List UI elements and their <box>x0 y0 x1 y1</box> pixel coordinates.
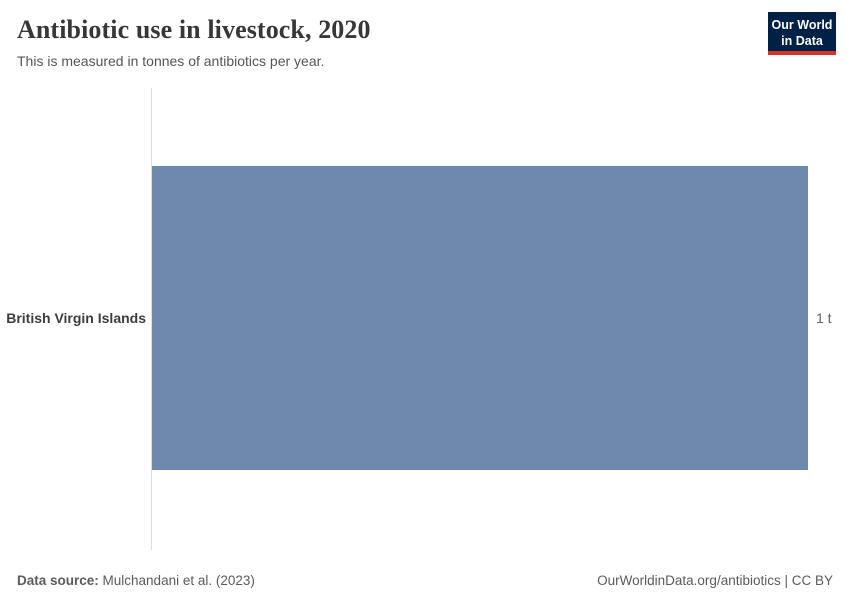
data-source-note: Data source: Mulchandani et al. (2023) <box>17 573 255 588</box>
bar-value-label: 1 t <box>816 310 832 326</box>
owid-cc-link[interactable]: OurWorldinData.org/antibiotics | CC BY <box>597 573 833 588</box>
bar[interactable] <box>152 166 808 470</box>
y-axis-line <box>151 88 152 550</box>
data-source-label: Data source: <box>17 573 99 588</box>
chart-footer: Data source: Mulchandani et al. (2023) O… <box>17 573 833 588</box>
page-title: Antibiotic use in livestock, 2020 <box>17 15 371 44</box>
plot-area: 1 t <box>152 166 832 470</box>
bar-category-label: British Virgin Islands <box>6 310 146 326</box>
owid-logo[interactable]: Our World in Data <box>768 12 836 55</box>
data-source-value: Mulchandani et al. (2023) <box>98 573 255 588</box>
owid-logo-line2: in Data <box>781 34 823 48</box>
owid-logo-line1: Our World <box>771 18 833 32</box>
chart-subtitle: This is measured in tonnes of antibiotic… <box>17 53 325 69</box>
